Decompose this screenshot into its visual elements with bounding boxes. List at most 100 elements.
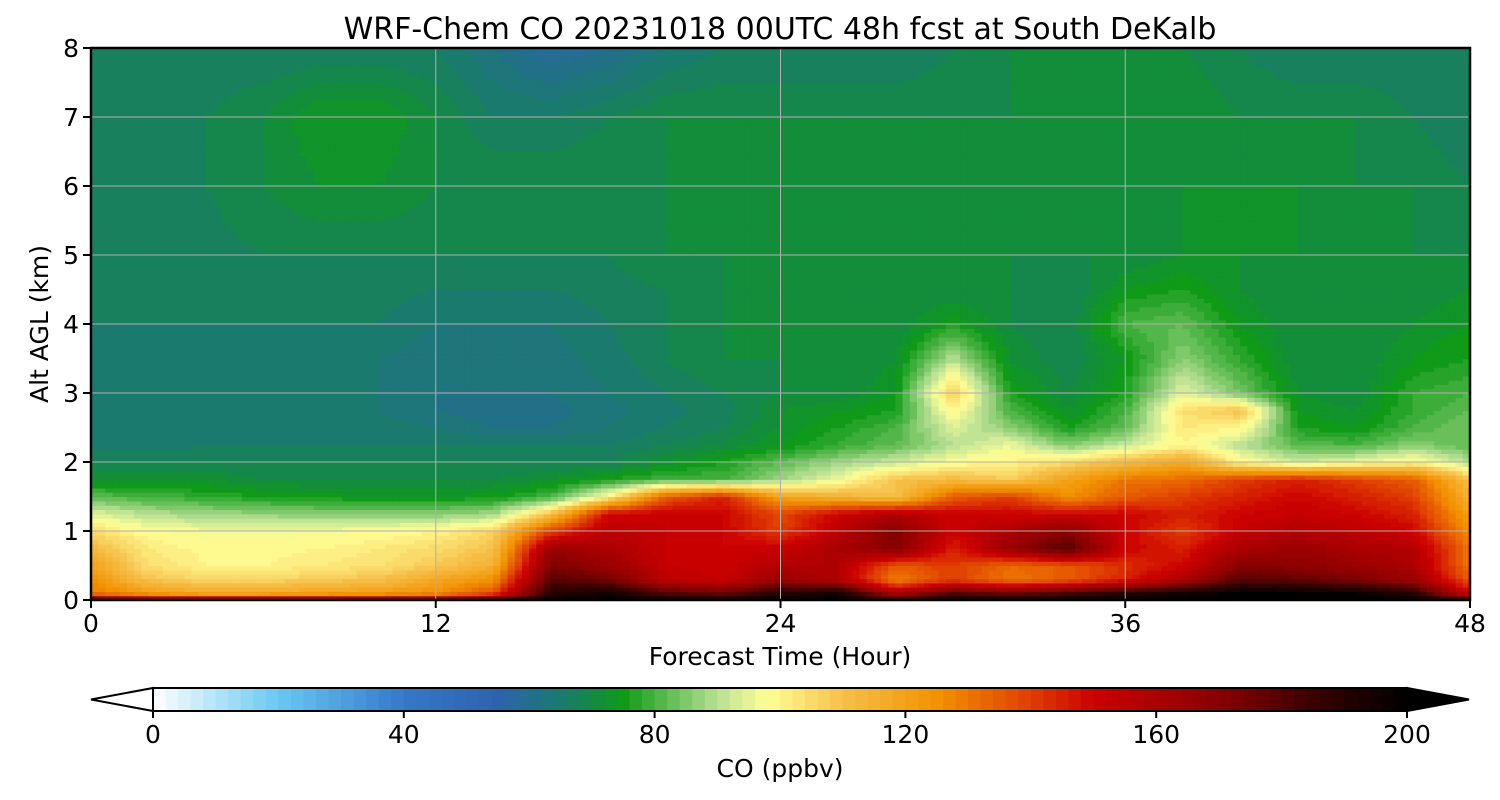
- heatmap-cell: [867, 501, 875, 506]
- heatmap-cell: [874, 522, 882, 527]
- heatmap-cell: [98, 535, 106, 540]
- heatmap-cell: [235, 488, 243, 493]
- heatmap-cell: [1089, 566, 1097, 571]
- heatmap-cell: [141, 553, 149, 558]
- heatmap-cell: [637, 505, 645, 510]
- heatmap-cell: [1384, 566, 1392, 571]
- heatmap-cell: [249, 587, 257, 592]
- heatmap-cell: [400, 497, 408, 502]
- heatmap-cell: [701, 505, 709, 510]
- heatmap-cell: [622, 583, 630, 588]
- heatmap-cell: [946, 578, 954, 583]
- heatmap-cell: [1413, 561, 1421, 566]
- heatmap-cell: [615, 531, 623, 536]
- heatmap-cell: [1334, 561, 1342, 566]
- heatmap-cell: [694, 522, 702, 527]
- heatmap-cell: [1369, 535, 1377, 540]
- heatmap-cell: [249, 531, 257, 536]
- heatmap-cell: [522, 566, 530, 571]
- heatmap-cell: [156, 509, 164, 514]
- heatmap-cell: [292, 574, 300, 579]
- heatmap-cell: [536, 544, 544, 549]
- heatmap-cell: [134, 505, 142, 510]
- heatmap-cell: [1290, 570, 1298, 575]
- heatmap-cell: [486, 574, 494, 579]
- heatmap-cell: [98, 591, 106, 596]
- heatmap-cell: [1413, 557, 1421, 562]
- heatmap-cell: [1219, 522, 1227, 527]
- heatmap-cell: [1355, 557, 1363, 562]
- heatmap-cell: [464, 570, 472, 575]
- heatmap-cell: [1348, 578, 1356, 583]
- heatmap-cell: [895, 591, 903, 596]
- heatmap-cell: [895, 540, 903, 545]
- heatmap-cell: [1255, 518, 1263, 523]
- heatmap-cell: [271, 566, 279, 571]
- heatmap-cell: [1305, 574, 1313, 579]
- heatmap-cell: [1075, 518, 1083, 523]
- heatmap-cell: [960, 583, 968, 588]
- heatmap-cell: [156, 522, 164, 527]
- heatmap-cell: [673, 583, 681, 588]
- heatmap-cell: [1226, 574, 1234, 579]
- heatmap-cell: [472, 561, 480, 566]
- heatmap-cell: [371, 591, 379, 596]
- heatmap-cell: [895, 509, 903, 514]
- heatmap-cell: [1398, 544, 1406, 549]
- heatmap-cell: [666, 540, 674, 545]
- heatmap-cell: [508, 488, 516, 493]
- heatmap-cell: [364, 566, 372, 571]
- heatmap-cell: [895, 522, 903, 527]
- heatmap-cell: [508, 509, 516, 514]
- heatmap-cell: [1104, 566, 1112, 571]
- heatmap-cell: [917, 509, 925, 514]
- heatmap-cell: [536, 497, 544, 502]
- heatmap-cell: [1319, 540, 1327, 545]
- heatmap-cell: [924, 578, 932, 583]
- heatmap-cell: [1190, 583, 1198, 588]
- heatmap-cell: [1211, 566, 1219, 571]
- heatmap-cell: [1233, 557, 1241, 562]
- heatmap-cell: [1068, 492, 1076, 497]
- heatmap-cell: [1104, 522, 1112, 527]
- heatmap-cell: [1233, 492, 1241, 497]
- heatmap-cell: [1111, 492, 1119, 497]
- heatmap-cell: [967, 544, 975, 549]
- heatmap-cell: [860, 497, 868, 502]
- heatmap-cell: [192, 578, 200, 583]
- heatmap-cell: [888, 561, 896, 566]
- heatmap-cell: [953, 583, 961, 588]
- heatmap-cell: [737, 557, 745, 562]
- heatmap-cell: [773, 497, 781, 502]
- heatmap-cell: [278, 578, 286, 583]
- heatmap-cell: [809, 522, 817, 527]
- heatmap-cell: [342, 501, 350, 506]
- heatmap-cell: [400, 522, 408, 527]
- heatmap-cell: [1104, 570, 1112, 575]
- heatmap-cell: [773, 548, 781, 553]
- heatmap-cell: [1176, 509, 1184, 514]
- heatmap-cell: [845, 514, 853, 519]
- heatmap-cell: [1405, 591, 1413, 596]
- heatmap-cell: [1312, 561, 1320, 566]
- heatmap-cell: [737, 535, 745, 540]
- heatmap-cell: [1075, 583, 1083, 588]
- heatmap-cell: [1427, 522, 1435, 527]
- heatmap-cell: [98, 497, 106, 502]
- heatmap-cell: [996, 501, 1004, 506]
- heatmap-cell: [335, 540, 343, 545]
- heatmap-cell: [888, 535, 896, 540]
- heatmap-cell: [177, 570, 185, 575]
- heatmap-cell: [745, 488, 753, 493]
- heatmap-cell: [357, 535, 365, 540]
- heatmap-cell: [1168, 497, 1176, 502]
- heatmap-cell: [1226, 522, 1234, 527]
- heatmap-cell: [895, 553, 903, 558]
- heatmap-cell: [996, 553, 1004, 558]
- heatmap-cell: [1068, 578, 1076, 583]
- heatmap-cell: [1398, 505, 1406, 510]
- heatmap-cell: [314, 522, 322, 527]
- heatmap-cell: [622, 548, 630, 553]
- heatmap-cell: [1125, 505, 1133, 510]
- heatmap-cell: [658, 488, 666, 493]
